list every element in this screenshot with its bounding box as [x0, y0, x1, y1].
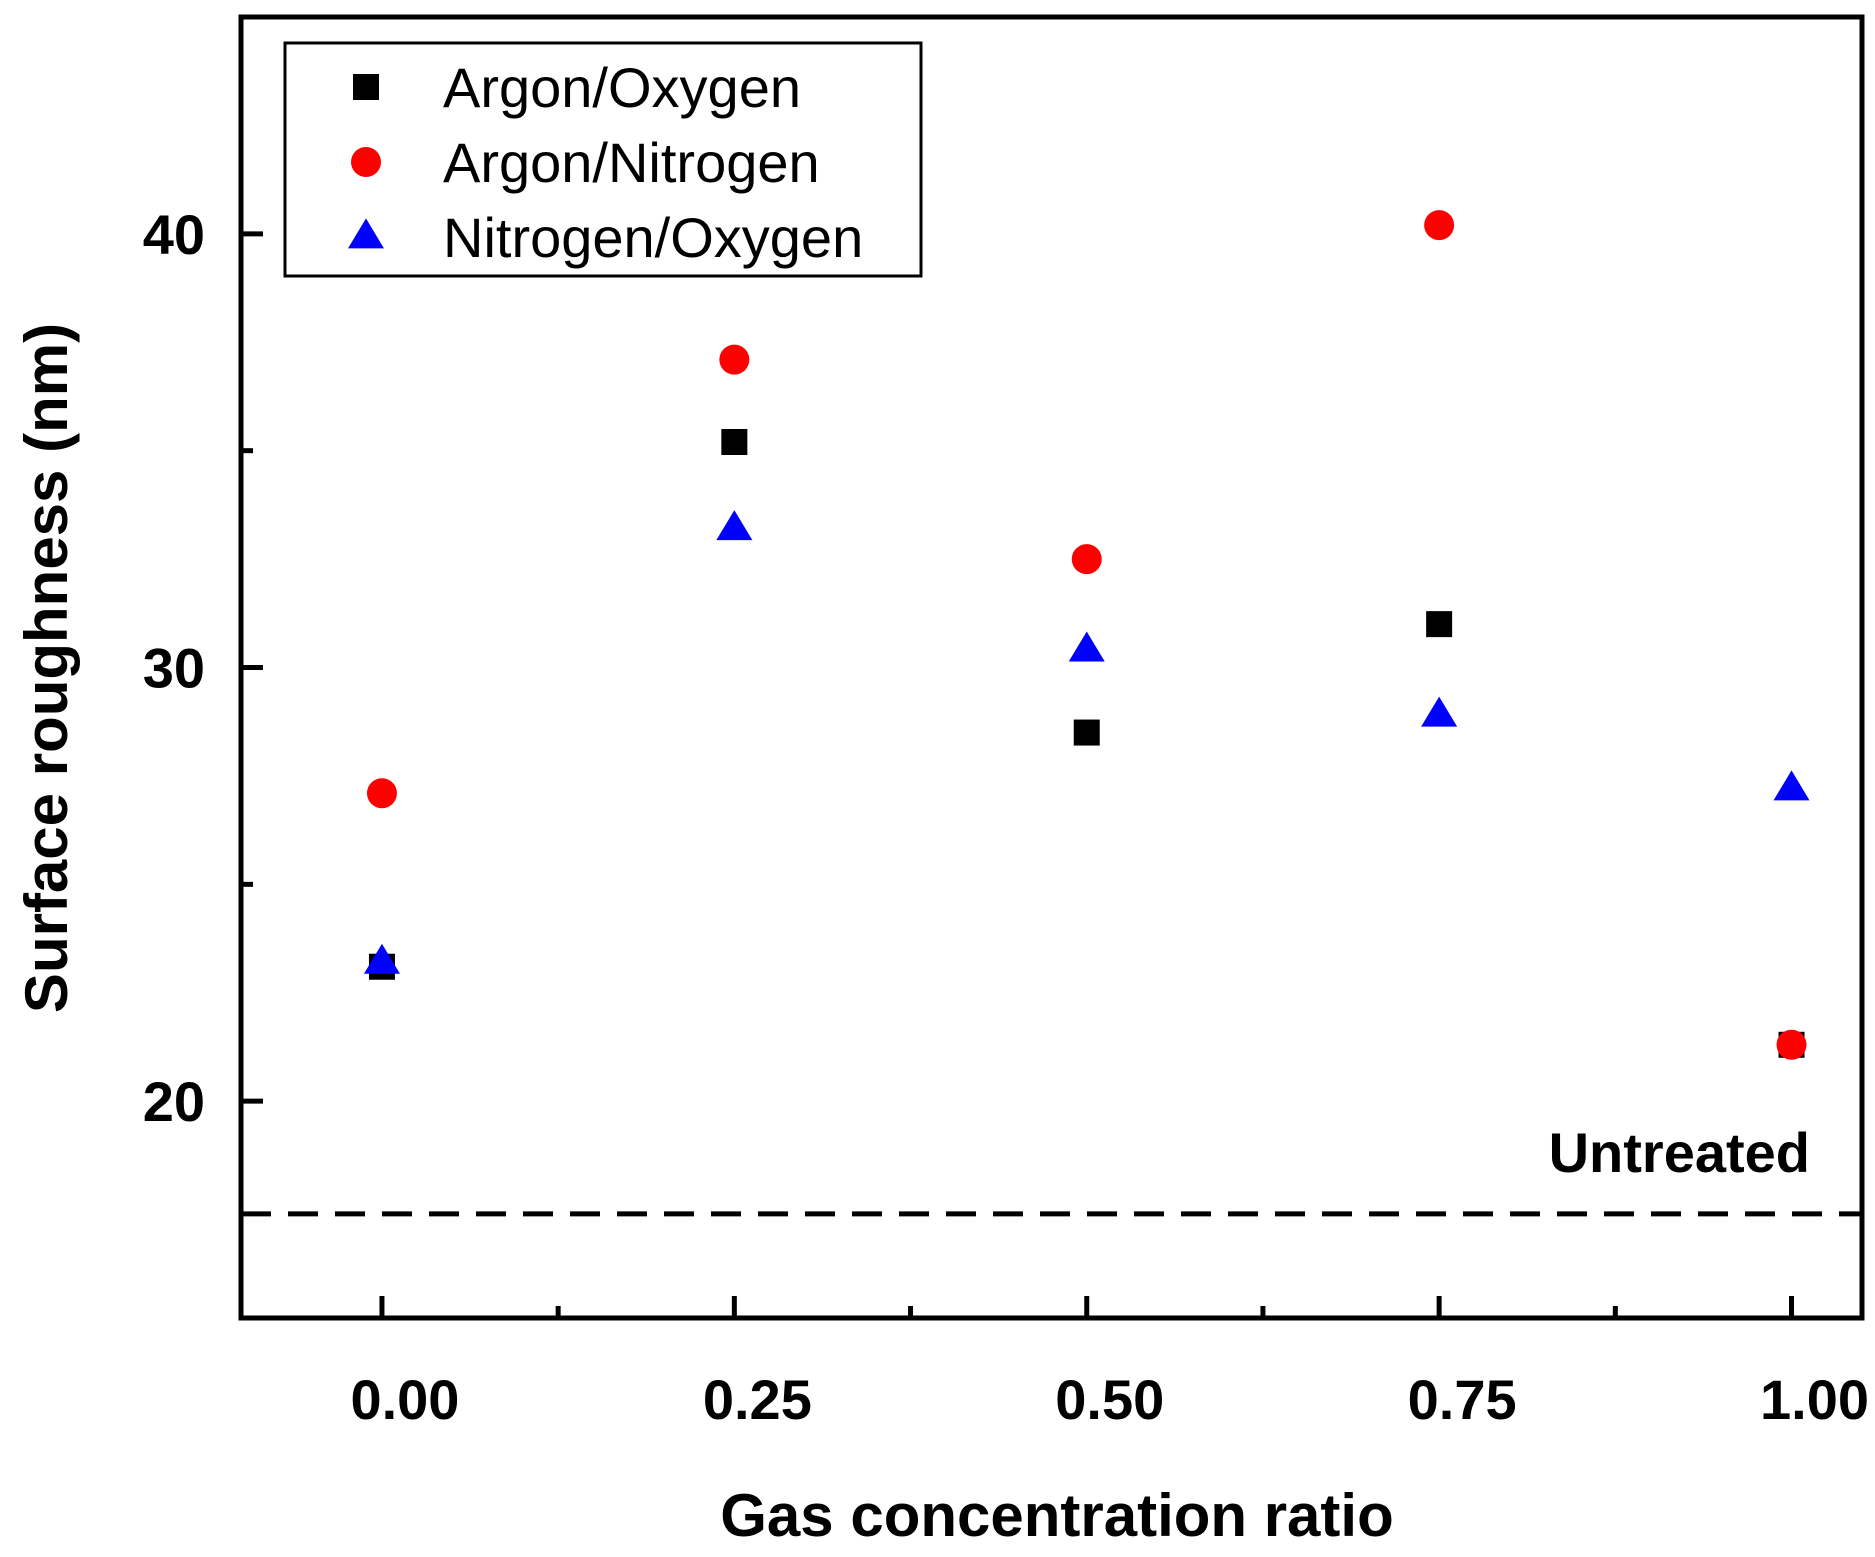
series-nitrogen-oxygen	[363, 510, 1810, 974]
y-axis-title: Surface roughness (nm)	[13, 323, 80, 1013]
y-tick-label: 20	[143, 1070, 205, 1133]
data-marks	[363, 210, 1810, 1060]
legend-marker-nitrogen-oxygen	[348, 218, 384, 249]
legend-marker-argon-nitrogen	[351, 147, 381, 177]
x-tick-label: 0.75	[1408, 1368, 1517, 1431]
series-argon-oxygen	[368, 428, 1805, 1058]
data-point	[363, 943, 400, 974]
legend: Argon/Oxygen Argon/Nitrogen Nitrogen/Oxyge…	[283, 41, 923, 278]
y-tick-label: 30	[143, 637, 205, 700]
x-tick-label: 1.00	[1760, 1368, 1869, 1431]
series-argon-nitrogen	[366, 210, 1807, 1060]
legend-marker-argon-oxygen	[353, 74, 379, 100]
data-point	[1773, 770, 1810, 801]
legend-label-nitrogen-oxygen: Nitrogen/Oxygen	[443, 206, 863, 269]
x-tick-label: 0.50	[1055, 1368, 1164, 1431]
data-point	[716, 510, 753, 541]
axes: 0.00 0.25 0.50 0.75 1.00 20 30 40	[143, 203, 1869, 1431]
legend-label-argon-oxygen: Argon/Oxygen	[443, 56, 801, 119]
data-point	[719, 344, 750, 375]
x-axis-title: Gas concentration ratio	[720, 1482, 1393, 1549]
x-tick-label: 0.25	[703, 1368, 812, 1431]
legend-label-argon-nitrogen: Argon/Nitrogen	[443, 131, 820, 194]
data-point	[1071, 544, 1102, 575]
data-point	[366, 778, 397, 809]
data-point	[721, 428, 748, 455]
data-point	[1426, 611, 1453, 638]
legend-box	[283, 41, 923, 278]
untreated-label: Untreated	[1549, 1121, 1810, 1184]
data-point	[1776, 1029, 1807, 1060]
data-point	[1073, 719, 1100, 746]
y-tick-label: 40	[143, 203, 205, 266]
data-point	[1421, 696, 1458, 727]
data-point	[1068, 631, 1105, 662]
data-point	[1424, 210, 1455, 241]
x-tick-label: 0.00	[350, 1368, 459, 1431]
